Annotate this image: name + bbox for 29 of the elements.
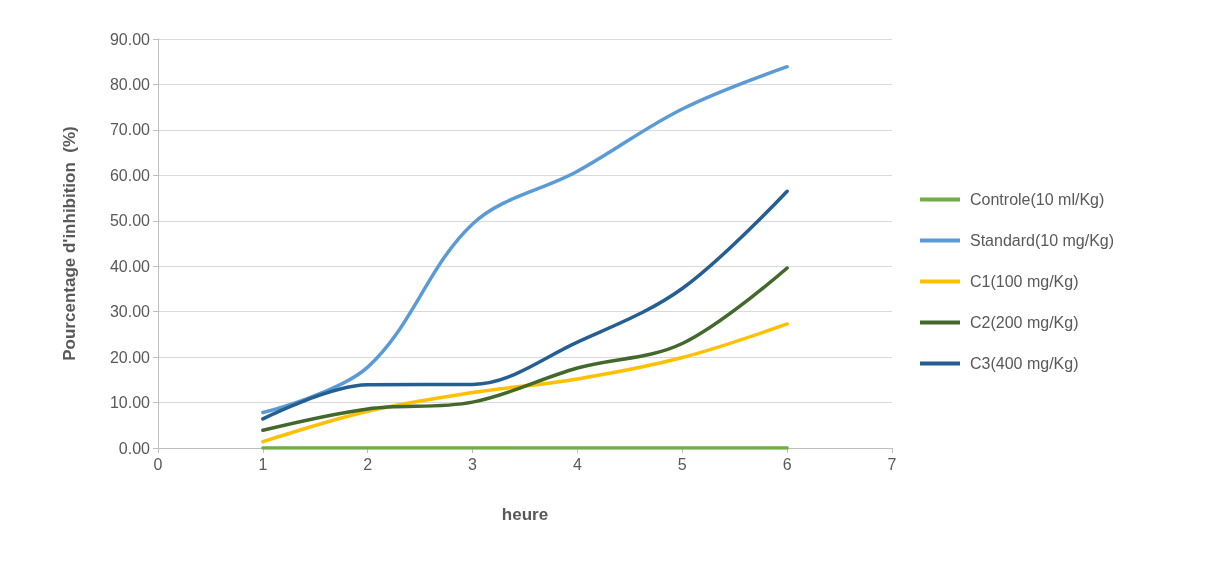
y-tick-label: 90.00 [109,30,151,48]
line-series [261,322,789,444]
y-tick-label: 10.00 [109,394,151,412]
y-tick-label: 60.00 [109,166,151,184]
legend-label: Standard(10 mg/Kg) [970,232,1115,249]
line-series [261,266,789,433]
x-tick-label: 5 [677,455,687,473]
x-tick-label: 0 [153,455,163,473]
x-tick-label: 3 [468,455,478,473]
x-tick-label: 6 [782,455,792,473]
y-tick-label: 40.00 [109,257,151,275]
y-tick-label: 80.00 [109,75,151,93]
x-tick-label: 7 [887,455,897,473]
y-tick-label: 50.00 [109,212,151,230]
y-tick-label: 20.00 [109,348,151,366]
x-axis-title: heure [501,505,549,524]
x-tick-label: 2 [363,455,373,473]
y-axis-title: Pourcentage d'inhibition (%) [60,126,79,361]
y-tick-label: 30.00 [109,303,151,321]
legend-label: Controle(10 ml/Kg) [970,191,1105,208]
legend-label: C3(400 mg/Kg) [970,355,1079,372]
legend-label: C1(100 mg/Kg) [970,273,1079,290]
y-tick-label: 70.00 [109,121,151,139]
legend-label: C2(200 mg/Kg) [970,314,1079,331]
x-tick-label: 4 [572,455,582,473]
x-tick-label: 1 [258,455,268,473]
y-tick-label: 0.00 [118,439,151,457]
line-series [261,64,789,415]
line-series [261,189,789,421]
